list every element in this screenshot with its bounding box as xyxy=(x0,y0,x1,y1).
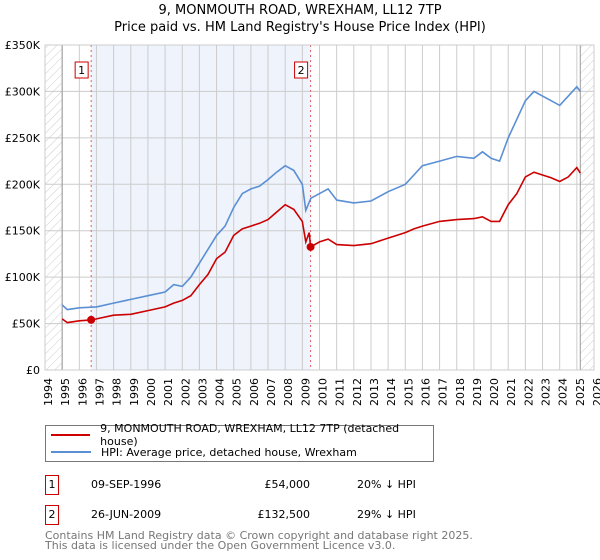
y-tick-label: £300K xyxy=(5,85,41,98)
title-line: 9, MONMOUTH ROAD, WREXHAM, LL12 7TP xyxy=(158,3,442,18)
x-tick-label: 2004 xyxy=(214,378,227,406)
y-tick-label: £200K xyxy=(5,178,41,191)
sale-date: 09-SEP-1996 xyxy=(91,478,162,491)
y-tick-label: £100K xyxy=(5,271,41,284)
sale-price: £54,000 xyxy=(264,478,311,491)
y-tick-label: £150K xyxy=(5,225,41,238)
x-tick-label: 1999 xyxy=(128,378,141,406)
x-tick-label: 2008 xyxy=(282,378,295,406)
x-tick-label: 2012 xyxy=(351,378,364,406)
plot-border xyxy=(44,44,595,371)
x-tick-label: 2025 xyxy=(574,378,587,406)
x-tick-label: 2007 xyxy=(265,378,278,406)
x-tick-label: 2022 xyxy=(522,378,535,406)
x-tick-label: 2017 xyxy=(437,378,450,406)
legend-swatch-property xyxy=(51,434,91,436)
x-tick-label: 1995 xyxy=(59,378,72,406)
x-tick-label: 2001 xyxy=(162,378,175,406)
legend-label-hpi: HPI: Average price, detached house, Wrex… xyxy=(101,445,357,459)
y-tick-label: £250K xyxy=(5,132,41,145)
sale-marker-badge: 2 xyxy=(45,505,59,525)
sale-row: 2 26-JUN-2009 £132,500 29% ↓ HPI xyxy=(45,505,445,525)
sale-point xyxy=(306,242,315,251)
x-tick-label: 2010 xyxy=(317,378,330,406)
footer-licence: This data is licensed under the Open Gov… xyxy=(45,539,396,552)
y-tick-label: £50K xyxy=(12,318,41,331)
no-data-hatch-left xyxy=(45,45,63,370)
sale-period-shading xyxy=(91,45,311,370)
x-tick-label: 2023 xyxy=(540,378,553,406)
x-tick-label: 2015 xyxy=(402,378,415,406)
chart-title: 9, MONMOUTH ROAD, WREXHAM, LL12 7TP Pric… xyxy=(0,2,600,36)
x-tick-label: 1997 xyxy=(93,378,106,406)
sale-hpi-diff: 20% ↓ HPI xyxy=(357,478,416,491)
x-tick-label: 2002 xyxy=(179,378,192,406)
x-tick-label: 2005 xyxy=(231,378,244,406)
x-tick-label: 2024 xyxy=(557,378,570,406)
footer: Contains HM Land Registry data © Crown c… xyxy=(45,529,473,552)
x-tick-label: 2011 xyxy=(334,378,347,406)
no-data-hatch-right xyxy=(580,45,594,370)
x-tick-label: 1998 xyxy=(111,378,124,406)
sale-label: 1 xyxy=(78,64,85,77)
legend-item-property: 9, MONMOUTH ROAD, WREXHAM, LL12 7TP (det… xyxy=(51,422,433,448)
x-tick-label: 2026 xyxy=(591,378,600,406)
x-tick-label: 2021 xyxy=(505,378,518,406)
legend-label-property: 9, MONMOUTH ROAD, WREXHAM, LL12 7TP (det… xyxy=(100,422,400,448)
y-tick-label: £0 xyxy=(26,364,40,377)
y-tick-label: £350K xyxy=(5,39,41,52)
x-tick-label: 2020 xyxy=(488,378,501,406)
x-tick-label: 1996 xyxy=(76,378,89,406)
property-price-line xyxy=(61,166,581,324)
legend: 9, MONMOUTH ROAD, WREXHAM, LL12 7TP (det… xyxy=(45,422,434,462)
x-tick-label: 2006 xyxy=(248,378,261,406)
sale-marker-badge: 1 xyxy=(45,475,59,495)
x-tick-label: 1994 xyxy=(42,378,55,406)
legend-item-hpi: HPI: Average price, detached house, Wrex… xyxy=(51,444,357,460)
sale-price: £132,500 xyxy=(257,508,311,521)
subtitle-line: Price paid vs. HM Land Registry's House … xyxy=(114,20,486,35)
sale-hpi-diff: 29% ↓ HPI xyxy=(357,508,416,521)
x-tick-label: 2016 xyxy=(419,378,432,406)
sale-label: 2 xyxy=(298,64,305,77)
x-tick-label: 2014 xyxy=(385,378,398,406)
x-tick-label: 2003 xyxy=(196,378,209,406)
price-chart: 1994 1995 1996 1997 1998 1999 2000 2001 2002 2003… xyxy=(5,39,600,406)
sale-label-box xyxy=(294,61,309,79)
x-tick-label: 2013 xyxy=(368,378,381,406)
footer-copyright: Contains HM Land Registry data © Crown c… xyxy=(45,529,473,542)
hpi-line xyxy=(61,85,581,311)
sale-label-box xyxy=(74,61,89,79)
sale-point xyxy=(87,315,96,324)
sale-row: 1 09-SEP-1996 £54,000 20% ↓ HPI xyxy=(45,475,445,495)
x-tick-label: 2019 xyxy=(471,378,484,406)
sale-date: 26-JUN-2009 xyxy=(91,508,162,521)
legend-swatch-hpi xyxy=(51,451,91,453)
x-tick-label: 2009 xyxy=(299,378,312,406)
x-tick-label: 2000 xyxy=(145,378,158,406)
x-tick-label: 2018 xyxy=(454,378,467,406)
